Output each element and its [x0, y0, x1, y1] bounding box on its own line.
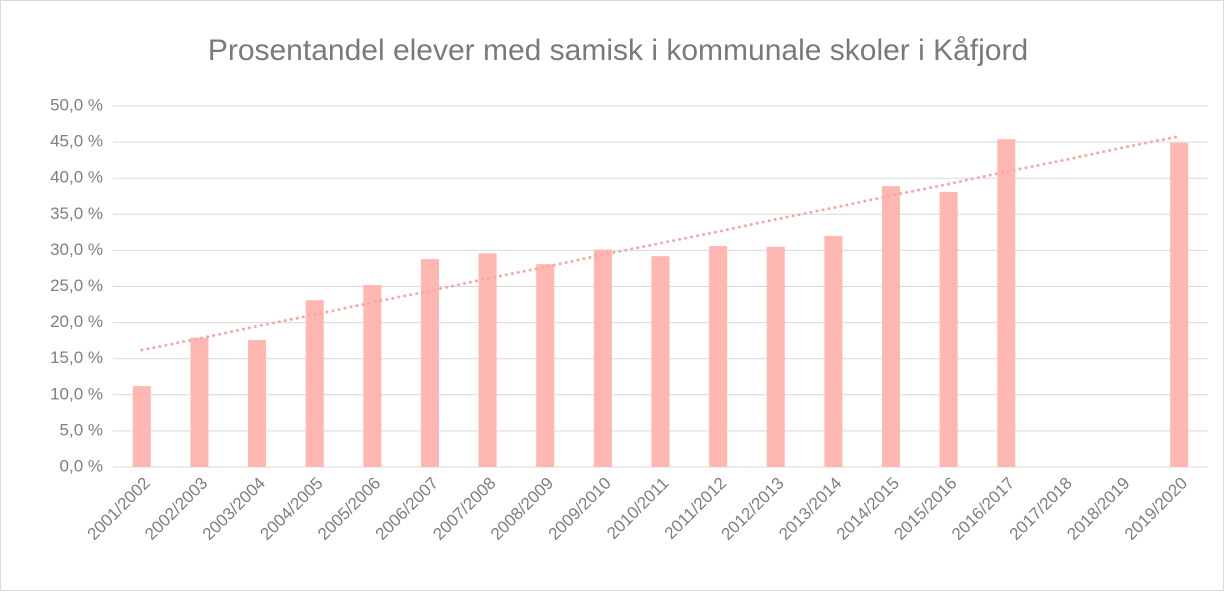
bar [363, 285, 382, 467]
bar [593, 249, 612, 467]
bar [420, 259, 439, 467]
y-tick-label: 35,0 % [50, 204, 103, 223]
bar [305, 300, 324, 467]
chart-title: Prosentandel elever med samisk i kommuna… [208, 34, 1028, 67]
bar [824, 235, 843, 467]
y-tick-label: 0,0 % [60, 456, 103, 475]
y-tick-label: 10,0 % [50, 384, 103, 403]
bar [132, 386, 151, 467]
y-tick-label: 20,0 % [50, 312, 103, 331]
y-tick-label: 40,0 % [50, 168, 103, 187]
bar [248, 339, 267, 467]
bar [478, 253, 497, 467]
bar [709, 246, 728, 467]
y-tick-label: 5,0 % [60, 420, 103, 439]
bar [939, 191, 958, 467]
trendline [140, 134, 1181, 352]
bar [536, 264, 555, 467]
y-tick-label: 25,0 % [50, 276, 103, 295]
bar [766, 246, 785, 467]
bar [882, 186, 901, 467]
y-tick-label: 50,0 % [50, 95, 103, 114]
y-tick-label: 45,0 % [50, 132, 103, 151]
bar [1170, 142, 1189, 467]
bar [651, 256, 670, 467]
y-tick-label: 30,0 % [50, 240, 103, 259]
bar [190, 337, 209, 467]
y-tick-label: 15,0 % [50, 348, 103, 367]
bar [997, 139, 1016, 467]
